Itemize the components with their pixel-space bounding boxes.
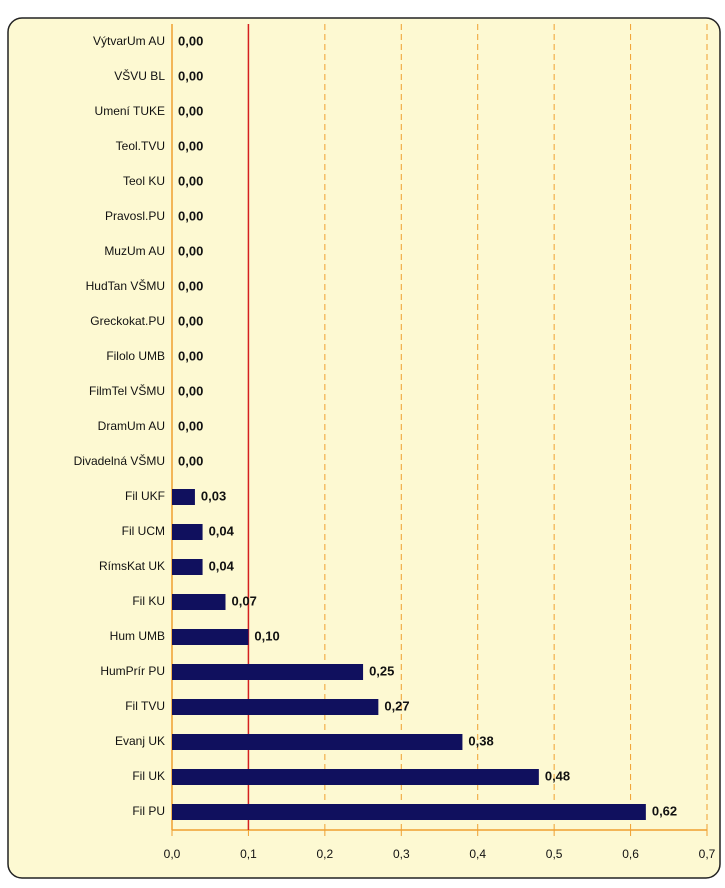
- value-label: 0,00: [178, 173, 203, 188]
- y-tick-label: Fil KU: [132, 594, 165, 608]
- chart-frame: [7, 17, 721, 879]
- value-label: 0,04: [209, 558, 235, 573]
- bar: [172, 489, 195, 505]
- bar: [172, 524, 203, 540]
- y-tick-label: VŠVU BL: [114, 68, 165, 83]
- y-tick-label: Filolo UMB: [106, 349, 165, 363]
- x-tick-label: 0,0: [164, 847, 181, 861]
- value-label: 0,27: [384, 698, 409, 713]
- value-label: 0,48: [545, 768, 570, 783]
- value-label: 0,07: [232, 593, 257, 608]
- y-tick-label: HudTan VŠMU: [86, 278, 165, 293]
- y-tick-label: Pravosl.PU: [105, 209, 165, 223]
- value-label: 0,00: [178, 243, 203, 258]
- y-tick-label: Fil UK: [132, 769, 165, 783]
- value-label: 0,10: [254, 628, 279, 643]
- y-tick-label: HumPrír PU: [100, 664, 165, 678]
- value-label: 0,00: [178, 208, 203, 223]
- bar: [172, 559, 203, 575]
- value-label: 0,00: [178, 68, 203, 83]
- bar: [172, 629, 249, 645]
- value-label: 0,04: [209, 523, 235, 538]
- y-tick-label: Fil TVU: [125, 699, 165, 713]
- value-label: 0,62: [652, 803, 677, 818]
- bar: [172, 664, 364, 680]
- y-tick-label: Hum UMB: [110, 629, 165, 643]
- y-tick-label: MuzUm AU: [104, 244, 165, 258]
- y-tick-label: Evanj UK: [115, 734, 165, 748]
- y-tick-label: Divadelná VŠMU: [74, 453, 165, 468]
- value-label: 0,03: [201, 488, 226, 503]
- y-tick-label: Teol.TVU: [116, 139, 165, 153]
- value-label: 0,00: [178, 383, 203, 398]
- value-label: 0,00: [178, 138, 203, 153]
- bar: [172, 734, 463, 750]
- value-label: 0,25: [369, 663, 394, 678]
- y-tick-label: FilmTel VŠMU: [89, 383, 165, 398]
- x-tick-label: 0,3: [393, 847, 410, 861]
- y-tick-label: Teol KU: [123, 174, 165, 188]
- value-label: 0,00: [178, 453, 203, 468]
- x-tick-label: 0,5: [546, 847, 563, 861]
- y-tick-label: Fil PU: [132, 804, 165, 818]
- value-label: 0,00: [178, 418, 203, 433]
- value-label: 0,38: [468, 733, 493, 748]
- y-tick-label: Umení TUKE: [95, 104, 165, 118]
- x-tick-label: 0,6: [622, 847, 639, 861]
- x-tick-label: 0,4: [469, 847, 486, 861]
- bar: [172, 804, 646, 820]
- y-tick-label: RímsKat UK: [99, 559, 165, 573]
- bar: [172, 769, 539, 785]
- y-tick-label: VýtvarUm AU: [93, 34, 165, 48]
- value-label: 0,00: [178, 313, 203, 328]
- bar: [172, 699, 379, 715]
- value-label: 0,00: [178, 348, 203, 363]
- y-tick-label: Fil UCM: [122, 524, 165, 538]
- value-label: 0,00: [178, 278, 203, 293]
- y-tick-label: Fil UKF: [125, 489, 165, 503]
- x-tick-label: 0,1: [240, 847, 257, 861]
- value-label: 0,00: [178, 103, 203, 118]
- y-tick-label: Greckokat.PU: [90, 314, 165, 328]
- x-tick-label: 0,7: [699, 847, 716, 861]
- bar: [172, 594, 226, 610]
- value-label: 0,00: [178, 33, 203, 48]
- x-tick-label: 0,2: [317, 847, 334, 861]
- y-tick-label: DramUm AU: [98, 419, 165, 433]
